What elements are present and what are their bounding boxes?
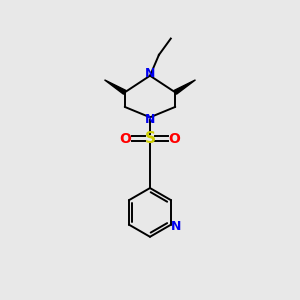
Polygon shape: [104, 80, 126, 94]
Text: N: N: [145, 67, 155, 80]
Text: O: O: [168, 132, 180, 146]
Text: N: N: [170, 220, 181, 232]
Text: O: O: [120, 132, 132, 146]
Polygon shape: [174, 80, 196, 94]
Text: S: S: [145, 131, 155, 146]
Text: N: N: [145, 113, 155, 126]
